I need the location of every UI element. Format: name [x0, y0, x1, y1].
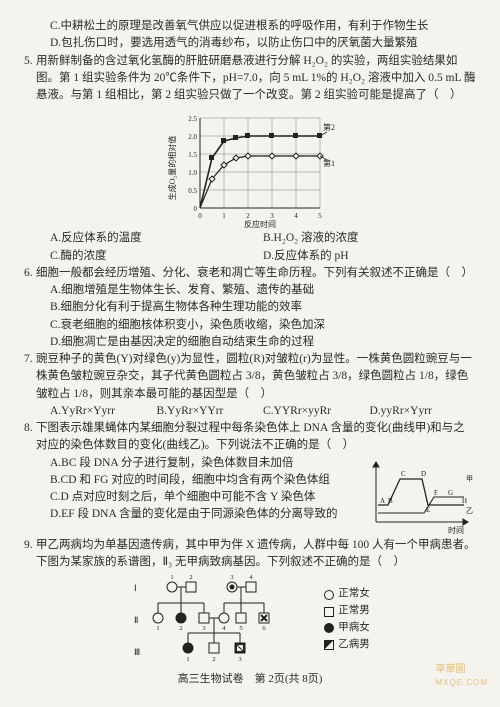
q5-chart: 0 0.5 1.0 1.5 2.0 2.5 0 1 2 3 4 5: [165, 108, 335, 228]
legend-bm-icon: [324, 640, 334, 650]
svg-text:乙: 乙: [466, 507, 473, 515]
svg-text:2.0: 2.0: [188, 133, 197, 141]
svg-text:2: 2: [180, 625, 183, 632]
q6: 6. 细胞一般都会经历增殖、分化、衰老和凋亡等生命历程。下列有关叙述不正确是（ …: [24, 265, 476, 282]
q5-opts-cd: C.酶的浓度 D.反应体系的 pH: [24, 248, 476, 265]
q9-num: 9.: [24, 537, 36, 572]
svg-text:Ⅱ: Ⅱ: [134, 615, 138, 625]
q9-figure: Ⅰ Ⅱ Ⅲ: [24, 575, 476, 665]
q5-opt-b: B.H₂O₂ 溶液的浓度: [263, 230, 476, 247]
q8-num: 8.: [24, 420, 36, 455]
legend-af: 甲病女: [338, 620, 370, 637]
q6-stem: 细胞一般都会经历增殖、分化、衰老和凋亡等生命历程。下列有关叙述不正确是（ ）: [36, 265, 476, 282]
svg-text:F: F: [434, 489, 438, 497]
q9: 9. 甲乙两病均为单基因遗传病，其中甲为伴 X 遗传病，人群中每 100 人有一…: [24, 537, 476, 572]
svg-text:1: 1: [222, 212, 226, 220]
svg-text:1: 1: [171, 575, 174, 581]
legend-normal-female-icon: [324, 590, 334, 600]
q7-opt-b: B.YyRr×YYrr: [157, 403, 264, 420]
svg-text:3: 3: [239, 656, 242, 663]
q9-pedigree: Ⅰ Ⅱ Ⅲ: [130, 575, 300, 665]
svg-text:甲: 甲: [466, 475, 473, 483]
svg-text:第1组: 第1组: [323, 158, 335, 168]
q6-opt-c: C.衰老细胞的细胞核体积变小，染色质收缩，染色加深: [24, 317, 476, 334]
svg-text:2.5: 2.5: [188, 115, 197, 123]
q7-num: 7.: [24, 351, 36, 403]
q5-opt-d: D.反应体系的 pH: [263, 248, 476, 265]
svg-text:3: 3: [231, 575, 234, 581]
svg-text:5: 5: [318, 212, 322, 220]
q7-opt-c: C.YYRr×yyRr: [263, 403, 370, 420]
svg-text:G: G: [448, 489, 453, 497]
svg-text:4: 4: [294, 212, 298, 220]
q5-y-label: 生成O₂量的相对值: [167, 136, 177, 201]
page-footer: 高三生物试卷 第 2页(共 8页): [24, 671, 476, 688]
svg-text:1.0: 1.0: [188, 169, 197, 177]
svg-text:2: 2: [246, 212, 250, 220]
legend-nf: 正常女: [338, 586, 370, 603]
svg-text:0: 0: [198, 212, 202, 220]
svg-text:D: D: [421, 470, 426, 478]
svg-text:1: 1: [187, 656, 190, 663]
svg-text:H: H: [462, 497, 467, 505]
legend-bm: 乙病男: [338, 637, 370, 654]
q8-opt-d: D.EF 段 DNA 含量的变化是由于同源染色体的分离导致的: [24, 506, 360, 523]
q6-opt-d: D.细胞凋亡是由基因决定的细胞自动结束生命的过程: [24, 334, 476, 351]
q8-stem: 下图表示雄果蝇体内某细胞分裂过程中每条染色体上 DNA 含量的变化(曲线甲)和与…: [36, 420, 476, 455]
q8-opt-b: B.CD 和 FG 对应的时间段，细胞中均含有两个染色体组: [24, 472, 360, 489]
q8-opt-a: A.BC 段 DNA 分子进行复制，染色体数目未加倍: [24, 455, 360, 472]
q5-opt-a: A.反应体系的温度: [50, 230, 263, 247]
svg-text:B: B: [388, 497, 393, 505]
legend-af-icon: [324, 623, 334, 633]
svg-text:Ⅰ: Ⅰ: [134, 583, 137, 593]
q5-num: 5.: [24, 53, 36, 105]
q6-num: 6.: [24, 265, 36, 282]
svg-text:E: E: [426, 506, 430, 514]
q5-opt-c: C.酶的浓度: [50, 248, 263, 265]
q7-stem: 豌豆种子的黄色(Y)对绿色(y)为显性，圆粒(R)对皱粒(r)为显性。一株黄色圆…: [36, 351, 476, 403]
svg-text:1.5: 1.5: [188, 151, 197, 159]
svg-text:5: 5: [240, 625, 243, 632]
legend-normal-male-icon: [324, 607, 334, 617]
svg-text:A: A: [380, 497, 385, 505]
q7-opt-d: D.yyRr×Yyrr: [370, 403, 477, 420]
q6-opt-a: A.细胞增殖是生物体生长、发育、繁殖、遗传的基础: [24, 282, 476, 299]
q4-option-c: C.中耕松土的原理是改善氧气供应以促进根系的呼吸作用，有利于作物生长: [24, 18, 476, 35]
q7-opts: A.YyRr×Yyrr B.YyRr×YYrr C.YYRr×yyRr D.yy…: [24, 403, 476, 420]
q9-stem: 甲乙两病均为单基因遗传病，其中甲为伴 X 遗传病，人群中每 100 人有一个甲病…: [36, 537, 476, 572]
q5: 5. 用新鲜制备的含过氧化氢酶的肝脏研磨悬液进行分解 H₂O₂ 的实验，两组实验…: [24, 53, 476, 105]
svg-text:3: 3: [203, 625, 206, 632]
q8: 8. 下图表示雄果蝇体内某细胞分裂过程中每条染色体上 DNA 含量的变化(曲线甲…: [24, 420, 476, 455]
svg-text:1: 1: [157, 625, 160, 632]
q8-opt-c: C.D 点对应时刻之后，单个细胞中可能不含 Y 染色体: [24, 489, 360, 506]
svg-text:时间: 时间: [448, 525, 464, 535]
svg-text:2: 2: [213, 656, 216, 663]
watermark-sub: MXQE.COM: [436, 677, 488, 689]
q7: 7. 豌豆种子的黄色(Y)对绿色(y)为显性，圆粒(R)对皱粒(r)为显性。一株…: [24, 351, 476, 403]
svg-text:C: C: [401, 470, 406, 478]
svg-text:Ⅲ: Ⅲ: [134, 647, 140, 657]
q5-x-label: 反应时间: [244, 219, 276, 228]
watermark: 莘華圖 MXQE.COM: [436, 662, 488, 689]
legend-nm: 正常男: [338, 603, 370, 620]
svg-text:0.5: 0.5: [188, 187, 197, 195]
svg-text:3: 3: [270, 212, 274, 220]
q5-stem: 用新鲜制备的含过氧化氢酶的肝脏研磨悬液进行分解 H₂O₂ 的实验，两组实验结果如…: [36, 55, 475, 102]
q8-chart: A B C D E F G H 甲 乙 时间: [366, 457, 476, 537]
q9-legend: 正常女 正常男 甲病女 乙病男: [324, 586, 370, 653]
q5-chart-wrap: 0 0.5 1.0 1.5 2.0 2.5 0 1 2 3 4 5: [24, 108, 476, 228]
watermark-title: 莘華圖: [436, 664, 466, 675]
svg-text:第2组: 第2组: [323, 122, 335, 132]
q7-opt-a: A.YyRr×Yyrr: [50, 403, 157, 420]
q4-option-d: D.包扎伤口时，要选用透气的消毒纱布，以防止伤口中的厌氧菌大量繁殖: [24, 35, 476, 52]
q6-opt-b: B.细胞分化有利于提高生物体各种生理功能的效率: [24, 299, 476, 316]
q5-opts-ab: A.反应体系的温度 B.H₂O₂ 溶液的浓度: [24, 230, 476, 247]
svg-text:2: 2: [190, 575, 193, 581]
svg-text:0: 0: [194, 205, 198, 213]
